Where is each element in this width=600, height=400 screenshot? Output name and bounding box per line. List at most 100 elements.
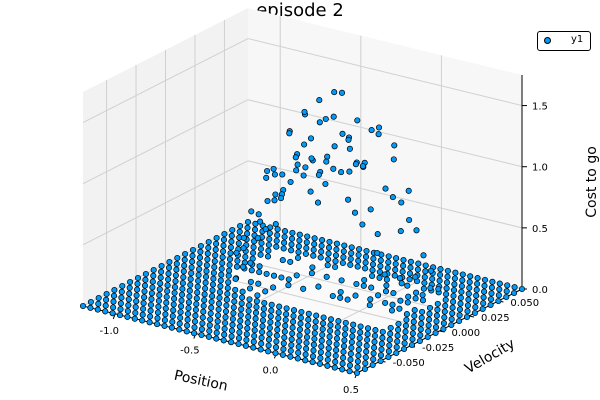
data-point [347,255,354,263]
data-point [280,346,287,353]
data-point [417,332,424,339]
data-point [188,264,195,271]
data-point [244,319,251,326]
data-point [339,366,346,373]
data-point [294,161,301,168]
data-point [233,249,240,256]
data-point [195,277,202,284]
data-point [268,307,275,314]
data-point [400,256,407,264]
data-point [464,302,471,309]
data-point [377,263,384,270]
data-point [124,313,131,320]
data-point [196,254,204,261]
data-point [117,306,124,313]
data-point [330,165,337,172]
data-point [237,311,244,319]
data-point [340,348,347,355]
data-point [157,274,164,281]
data-point [391,272,398,279]
data-point [352,161,359,168]
data-point [410,324,417,331]
data-point [434,306,441,313]
data-point [448,316,455,323]
data-point [215,312,222,319]
data-point [332,252,340,259]
x-tick-label: 0.0 [262,365,278,376]
data-point [452,269,459,276]
data-point [110,304,117,311]
data-point [511,289,518,297]
data-point [433,318,440,325]
data-point [191,318,199,325]
data-point [394,338,401,345]
data-point [161,322,168,329]
data-point [327,327,334,334]
data-point [174,254,181,262]
data-point [481,288,488,295]
data-point [412,273,419,281]
data-point [415,260,422,267]
data-point [425,328,432,335]
data-point [442,296,449,303]
data-point [202,273,210,280]
data-point [382,185,389,192]
data-point [274,326,281,333]
data-point [458,283,465,290]
data-point [437,266,444,273]
data-point [296,332,303,339]
data-point [272,221,279,228]
data-point [265,342,272,349]
data-point [177,309,184,316]
z-grid-line [82,38,249,124]
data-point [285,282,292,289]
data-point [386,336,393,343]
data-point [206,322,213,329]
data-point [404,299,411,306]
data-point [213,240,220,247]
data-point [443,279,451,286]
data-point [357,323,364,330]
data-point [124,308,131,315]
data-point [177,314,184,321]
data-point [116,312,124,319]
data-point [293,272,300,279]
data-point [337,288,344,296]
data-point [154,321,161,328]
data-point [270,165,277,172]
data-point [303,339,310,346]
data-point [158,268,165,275]
z-axis-label: Cost to go [584,146,600,218]
data-point [157,280,164,287]
data-point [224,290,231,297]
data-point [287,353,294,360]
data-point [311,330,318,337]
data-point [346,362,354,369]
data-point [178,297,185,304]
data-point [235,240,242,247]
data-point [242,253,249,260]
data-point [345,136,352,143]
data-point [178,291,186,298]
data-point [473,292,480,299]
data-point [209,287,216,294]
data-point [353,369,361,377]
data-point [392,260,399,268]
data-point [226,261,233,268]
data-point [187,276,194,283]
data-point [410,318,417,325]
data-point [142,270,149,278]
data-point [214,318,221,325]
data-point [396,275,403,282]
data-point [134,286,141,293]
data-point [146,319,153,326]
data-point [256,269,263,276]
data-point [265,336,273,343]
data-point [274,320,281,328]
data-point [481,282,488,289]
data-point [231,298,238,305]
data-point [401,334,409,341]
data-point [449,304,456,311]
data-point [188,270,195,277]
